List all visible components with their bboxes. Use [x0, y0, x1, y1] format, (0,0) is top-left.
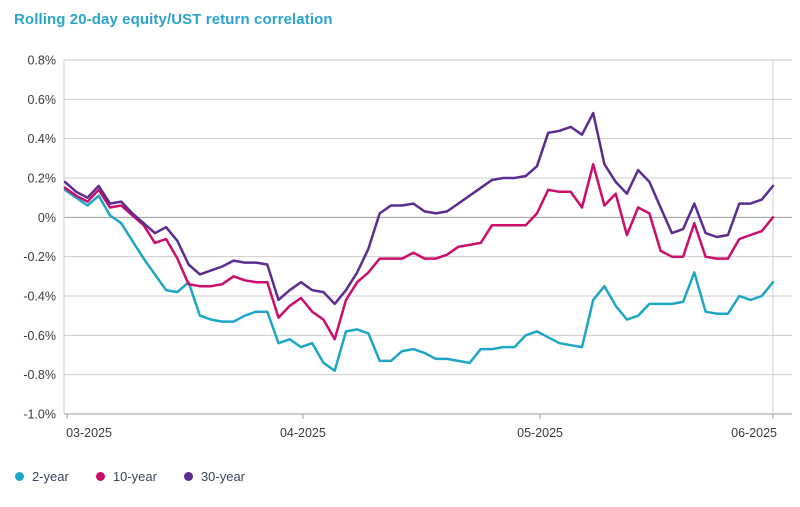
- y-tick-label: -1.0%: [23, 408, 56, 422]
- chart-title: Rolling 20-day equity/UST return correla…: [14, 11, 333, 28]
- legend-dot-10-year-icon: [95, 472, 105, 481]
- chart-legend: 2-year 10-year 30-year: [15, 469, 245, 484]
- y-tick-label: -0.8%: [23, 368, 56, 382]
- y-tick-label: -0.6%: [23, 329, 56, 343]
- x-tick-label: 03-2025: [66, 426, 112, 440]
- legend-label-30-year: 30-year: [200, 469, 246, 484]
- legend-dot-2-year-icon: [15, 472, 24, 481]
- legend-item-30-year: 30-year: [183, 469, 246, 484]
- correlation-line-chart: 0.8% 0.6% 0.4% 0.2% 0% -0.2% -0.4% -0.6% -0.8% -1…: [23, 54, 792, 440]
- x-tick-label: 04-2025: [280, 426, 326, 440]
- y-tick-label: 0.2%: [28, 172, 57, 186]
- legend-item-2-year: 2-year: [15, 469, 69, 484]
- legend-item-10-year: 10-year: [95, 469, 157, 484]
- legend-label-10-year: 10-year: [112, 469, 157, 484]
- x-tick-label: 06-2025: [731, 426, 777, 440]
- y-tick-label: 0.6%: [28, 93, 57, 107]
- x-tick-label: 05-2025: [517, 426, 563, 440]
- y-tick-label: -0.4%: [23, 290, 56, 304]
- line-30-year: [63, 111, 775, 306]
- legend-label-2-year: 2-year: [32, 469, 69, 484]
- line-10-year: [63, 162, 775, 341]
- y-tick-label: 0%: [38, 211, 56, 225]
- line-2-year: [63, 188, 775, 372]
- legend-dot-30-year-icon: [183, 472, 193, 481]
- y-tick-label: -0.2%: [23, 250, 56, 264]
- y-tick-label: 0.8%: [28, 54, 57, 68]
- y-tick-label: 0.4%: [28, 132, 57, 146]
